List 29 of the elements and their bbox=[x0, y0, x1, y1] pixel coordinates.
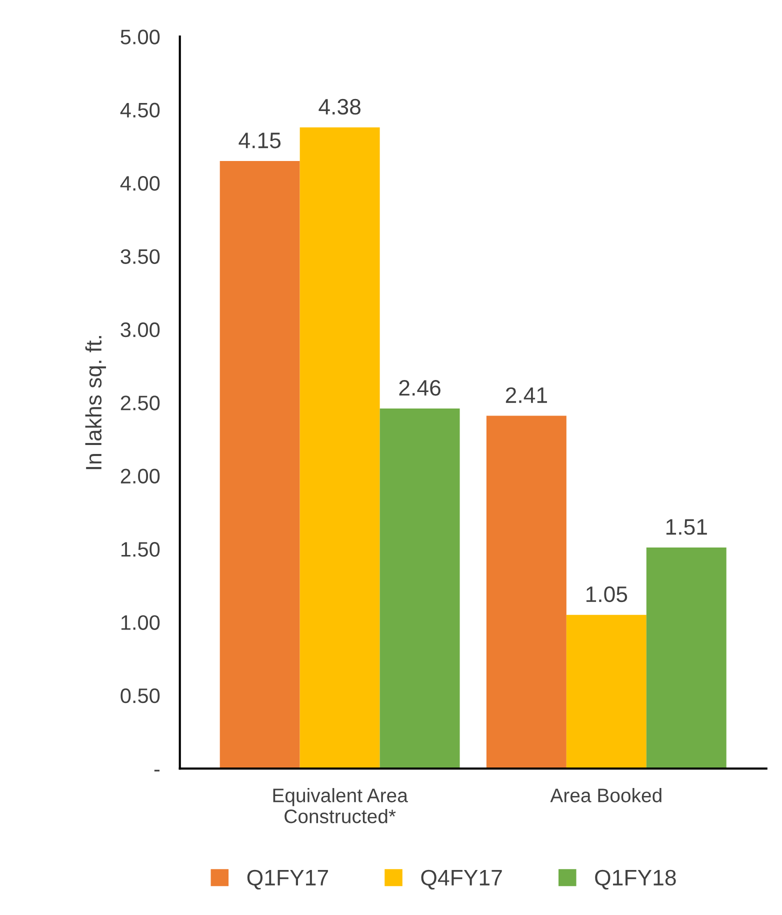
legend-label: Q1FY18 bbox=[595, 870, 676, 890]
bar bbox=[300, 127, 380, 769]
data-label: 1.05 bbox=[586, 586, 628, 602]
y-tick-label: 4.00 bbox=[120, 176, 160, 191]
legend-label: Q4FY17 bbox=[421, 870, 502, 890]
data-label: 1.51 bbox=[666, 519, 707, 535]
bar bbox=[220, 161, 300, 769]
data-label: 2.46 bbox=[399, 380, 440, 396]
y-tick-label: 1.50 bbox=[121, 542, 160, 557]
y-tick-label: 3.50 bbox=[120, 249, 160, 264]
y-tick-label: 2.50 bbox=[120, 396, 160, 410]
bar bbox=[646, 548, 726, 769]
y-tick-label: 5.00 bbox=[120, 30, 160, 44]
y-tick-label: - bbox=[154, 770, 160, 772]
data-label: 2.41 bbox=[506, 387, 547, 403]
y-tick-label: 0.50 bbox=[120, 688, 160, 704]
bar bbox=[566, 614, 646, 769]
y-tick-label: 2.00 bbox=[120, 468, 160, 484]
x-tick-label: Area Booked bbox=[550, 788, 662, 802]
legend-label: Q1FY17 bbox=[247, 870, 328, 890]
y-axis-title: In lakhs sq. ft. bbox=[85, 336, 106, 470]
bar bbox=[486, 416, 566, 769]
data-label: 4.38 bbox=[318, 98, 360, 115]
x-tick-label: Equivalent Area Constructed* bbox=[273, 788, 408, 824]
y-tick-label: 4.50 bbox=[120, 102, 160, 118]
y-tick-label: 3.00 bbox=[120, 322, 160, 338]
y-tick-label: 1.00 bbox=[121, 615, 160, 630]
data-label: 4.15 bbox=[238, 132, 281, 148]
bar bbox=[380, 408, 460, 769]
